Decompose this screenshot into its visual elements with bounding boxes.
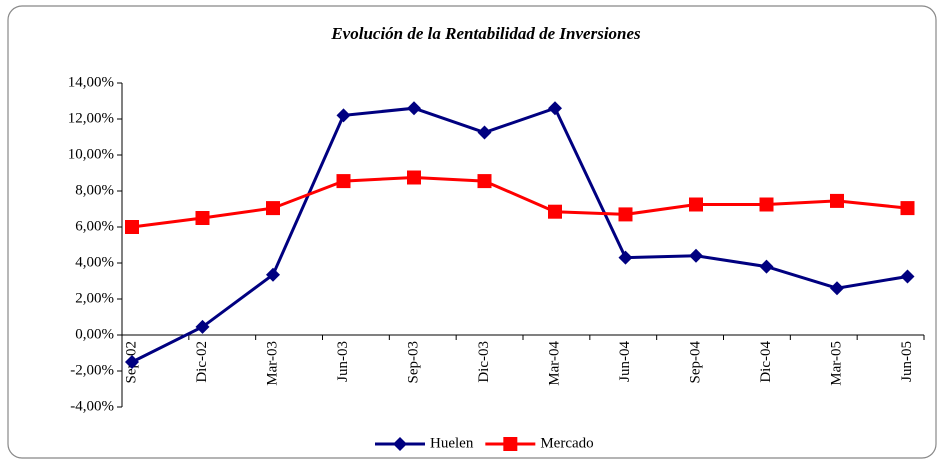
point (759, 259, 774, 274)
chart-border (7, 5, 937, 459)
x-tick-label: Mar-04 (546, 341, 562, 386)
x-tick-label: Dic-02 (194, 341, 210, 383)
y-tick-label: 10,00% (68, 146, 114, 162)
point (266, 267, 280, 282)
legend-marker (393, 437, 407, 451)
point (336, 174, 351, 189)
point (125, 355, 139, 369)
x-tick-label: Mar-05 (828, 341, 844, 386)
y-tick-label: 12,00% (68, 110, 114, 126)
y-tick-label: 4,00% (75, 254, 114, 270)
legend-marker (503, 437, 518, 451)
point (900, 201, 915, 216)
point (125, 220, 139, 234)
point (759, 197, 774, 212)
y-tick-label: 6,00% (75, 218, 114, 234)
x-tick-label: Jun-05 (899, 341, 915, 382)
point (548, 101, 562, 116)
legend-label: Mercado (540, 435, 593, 451)
chart-title: Evolución de la Rentabilidad de Inversio… (330, 24, 641, 43)
point (407, 101, 421, 116)
point (689, 248, 703, 263)
point (900, 269, 915, 284)
y-tick-label: 0,00% (75, 326, 114, 342)
point (195, 319, 210, 334)
x-tick-label: Dic-04 (758, 341, 774, 383)
x-tick-label: Mar-03 (264, 341, 280, 386)
series-line (131, 106, 908, 364)
point (336, 108, 351, 123)
x-tick-label: Jun-03 (335, 341, 351, 382)
point (830, 281, 844, 296)
point (548, 204, 562, 219)
point (266, 201, 280, 216)
y-tick-label: -2,00% (70, 362, 114, 378)
point (477, 125, 492, 140)
point (618, 207, 633, 222)
legend-label: Huelen (430, 435, 474, 451)
y-tick-label: 14,00% (68, 74, 114, 90)
point (477, 174, 492, 189)
point (618, 250, 633, 265)
y-tick-label: 2,00% (75, 290, 114, 306)
x-tick-label: Jun-04 (617, 341, 633, 382)
point (830, 193, 844, 208)
series-line (131, 175, 908, 229)
point (689, 197, 703, 212)
point (195, 211, 210, 225)
y-tick-label: -4,00% (70, 398, 114, 414)
x-tick-label: Dic-03 (476, 341, 492, 383)
x-tick-label: Sep-03 (405, 341, 421, 384)
y-tick-label: 8,00% (75, 182, 114, 198)
point (407, 170, 421, 185)
x-tick-label: Sep-04 (687, 341, 703, 384)
